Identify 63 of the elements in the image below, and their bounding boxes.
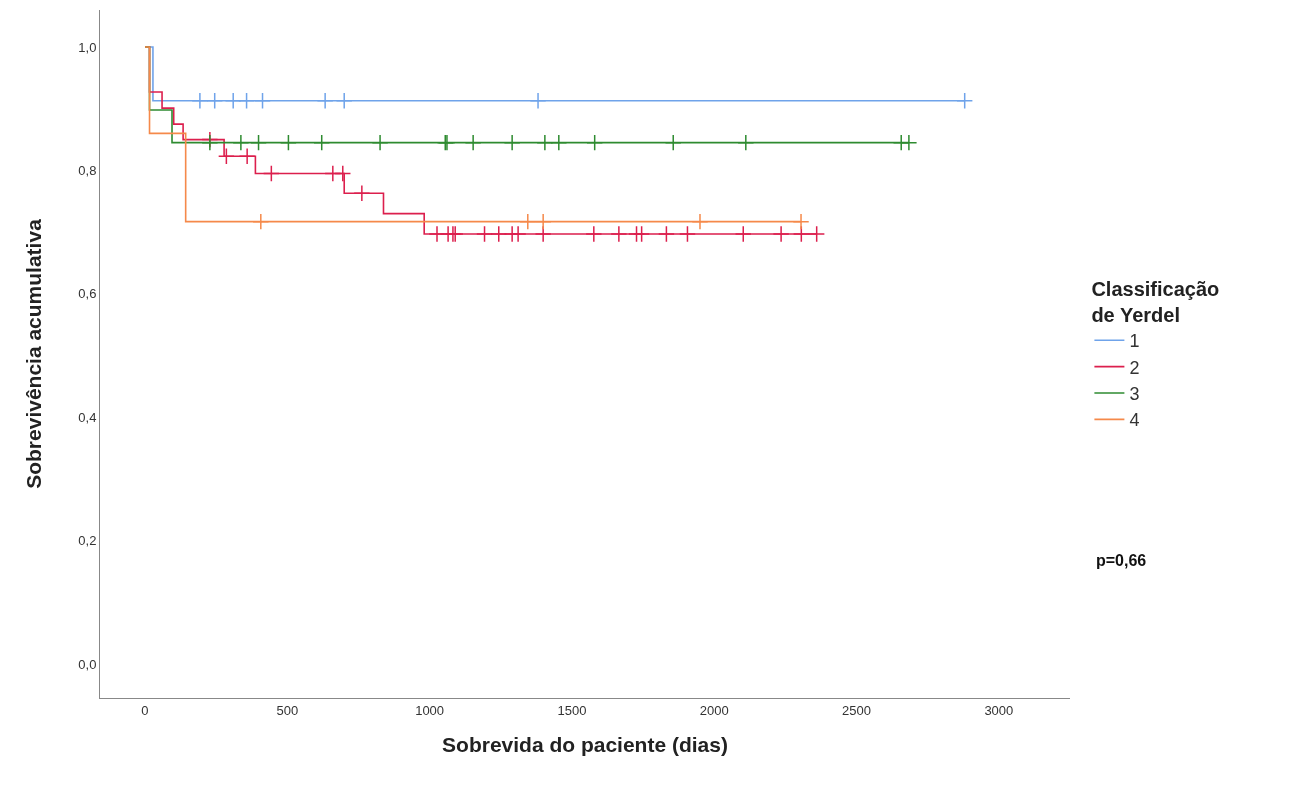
point: [254, 92, 271, 110]
y-tick-label: 0,0: [78, 656, 97, 672]
point: [519, 213, 537, 231]
point: [529, 92, 547, 110]
legend-label: 1: [1129, 331, 1140, 352]
point: [476, 225, 493, 243]
x-tick-label: 3000: [984, 702, 1014, 718]
x-tick-label: 1000: [415, 702, 445, 718]
x-tick-label: 1500: [557, 702, 587, 718]
point: [585, 225, 603, 243]
point: [217, 147, 235, 165]
legend-title: Classificação de Yerdel: [1091, 278, 1220, 326]
point: [586, 134, 604, 152]
point: [664, 134, 682, 152]
point: [206, 92, 224, 110]
point: [956, 92, 974, 110]
point: [808, 225, 826, 243]
point: [353, 184, 371, 202]
point: [534, 213, 552, 231]
y-axis-title: Sobrevivência acumulativa: [22, 218, 46, 489]
point: [316, 92, 334, 110]
point: [252, 213, 270, 231]
point: [509, 225, 527, 243]
point: [691, 213, 709, 231]
point: [464, 134, 482, 152]
x-tick-label: 2500: [842, 702, 871, 718]
y-tick-label: 0,4: [78, 409, 97, 425]
point: [238, 92, 256, 110]
point: [232, 134, 250, 152]
point: [536, 134, 554, 152]
point: [900, 134, 918, 152]
y-tick-label: 0,8: [78, 162, 97, 178]
point: [238, 147, 256, 165]
x-tick-label: 0: [141, 702, 149, 718]
point: [224, 92, 242, 110]
point: [737, 134, 755, 152]
point: [792, 213, 810, 231]
point: [679, 225, 696, 243]
x-tick-label: 2000: [699, 702, 729, 718]
point: [191, 92, 209, 110]
y-tick-label: 0,2: [78, 533, 97, 549]
y-tick-label: 0,6: [78, 286, 97, 302]
point: [734, 225, 752, 243]
point: [657, 225, 675, 243]
legend-label: 4: [1129, 410, 1140, 431]
text: p=0,66: [1096, 552, 1147, 569]
x-axis-title: Sobrevida do paciente (dias): [442, 732, 728, 756]
point: [550, 134, 568, 152]
point: [335, 92, 353, 110]
legend-label: 3: [1129, 384, 1140, 405]
y-tick-label: 1,0: [78, 39, 97, 55]
point: [503, 134, 521, 152]
x-tick-label: 500: [276, 702, 299, 718]
point: [371, 134, 389, 152]
point: [262, 165, 280, 182]
point: [772, 225, 790, 243]
point: [610, 225, 628, 243]
point: [633, 225, 651, 243]
point: [334, 165, 352, 182]
point: [250, 134, 267, 152]
point: [313, 134, 331, 152]
point: [279, 134, 297, 152]
legend-label: 2: [1129, 357, 1140, 378]
